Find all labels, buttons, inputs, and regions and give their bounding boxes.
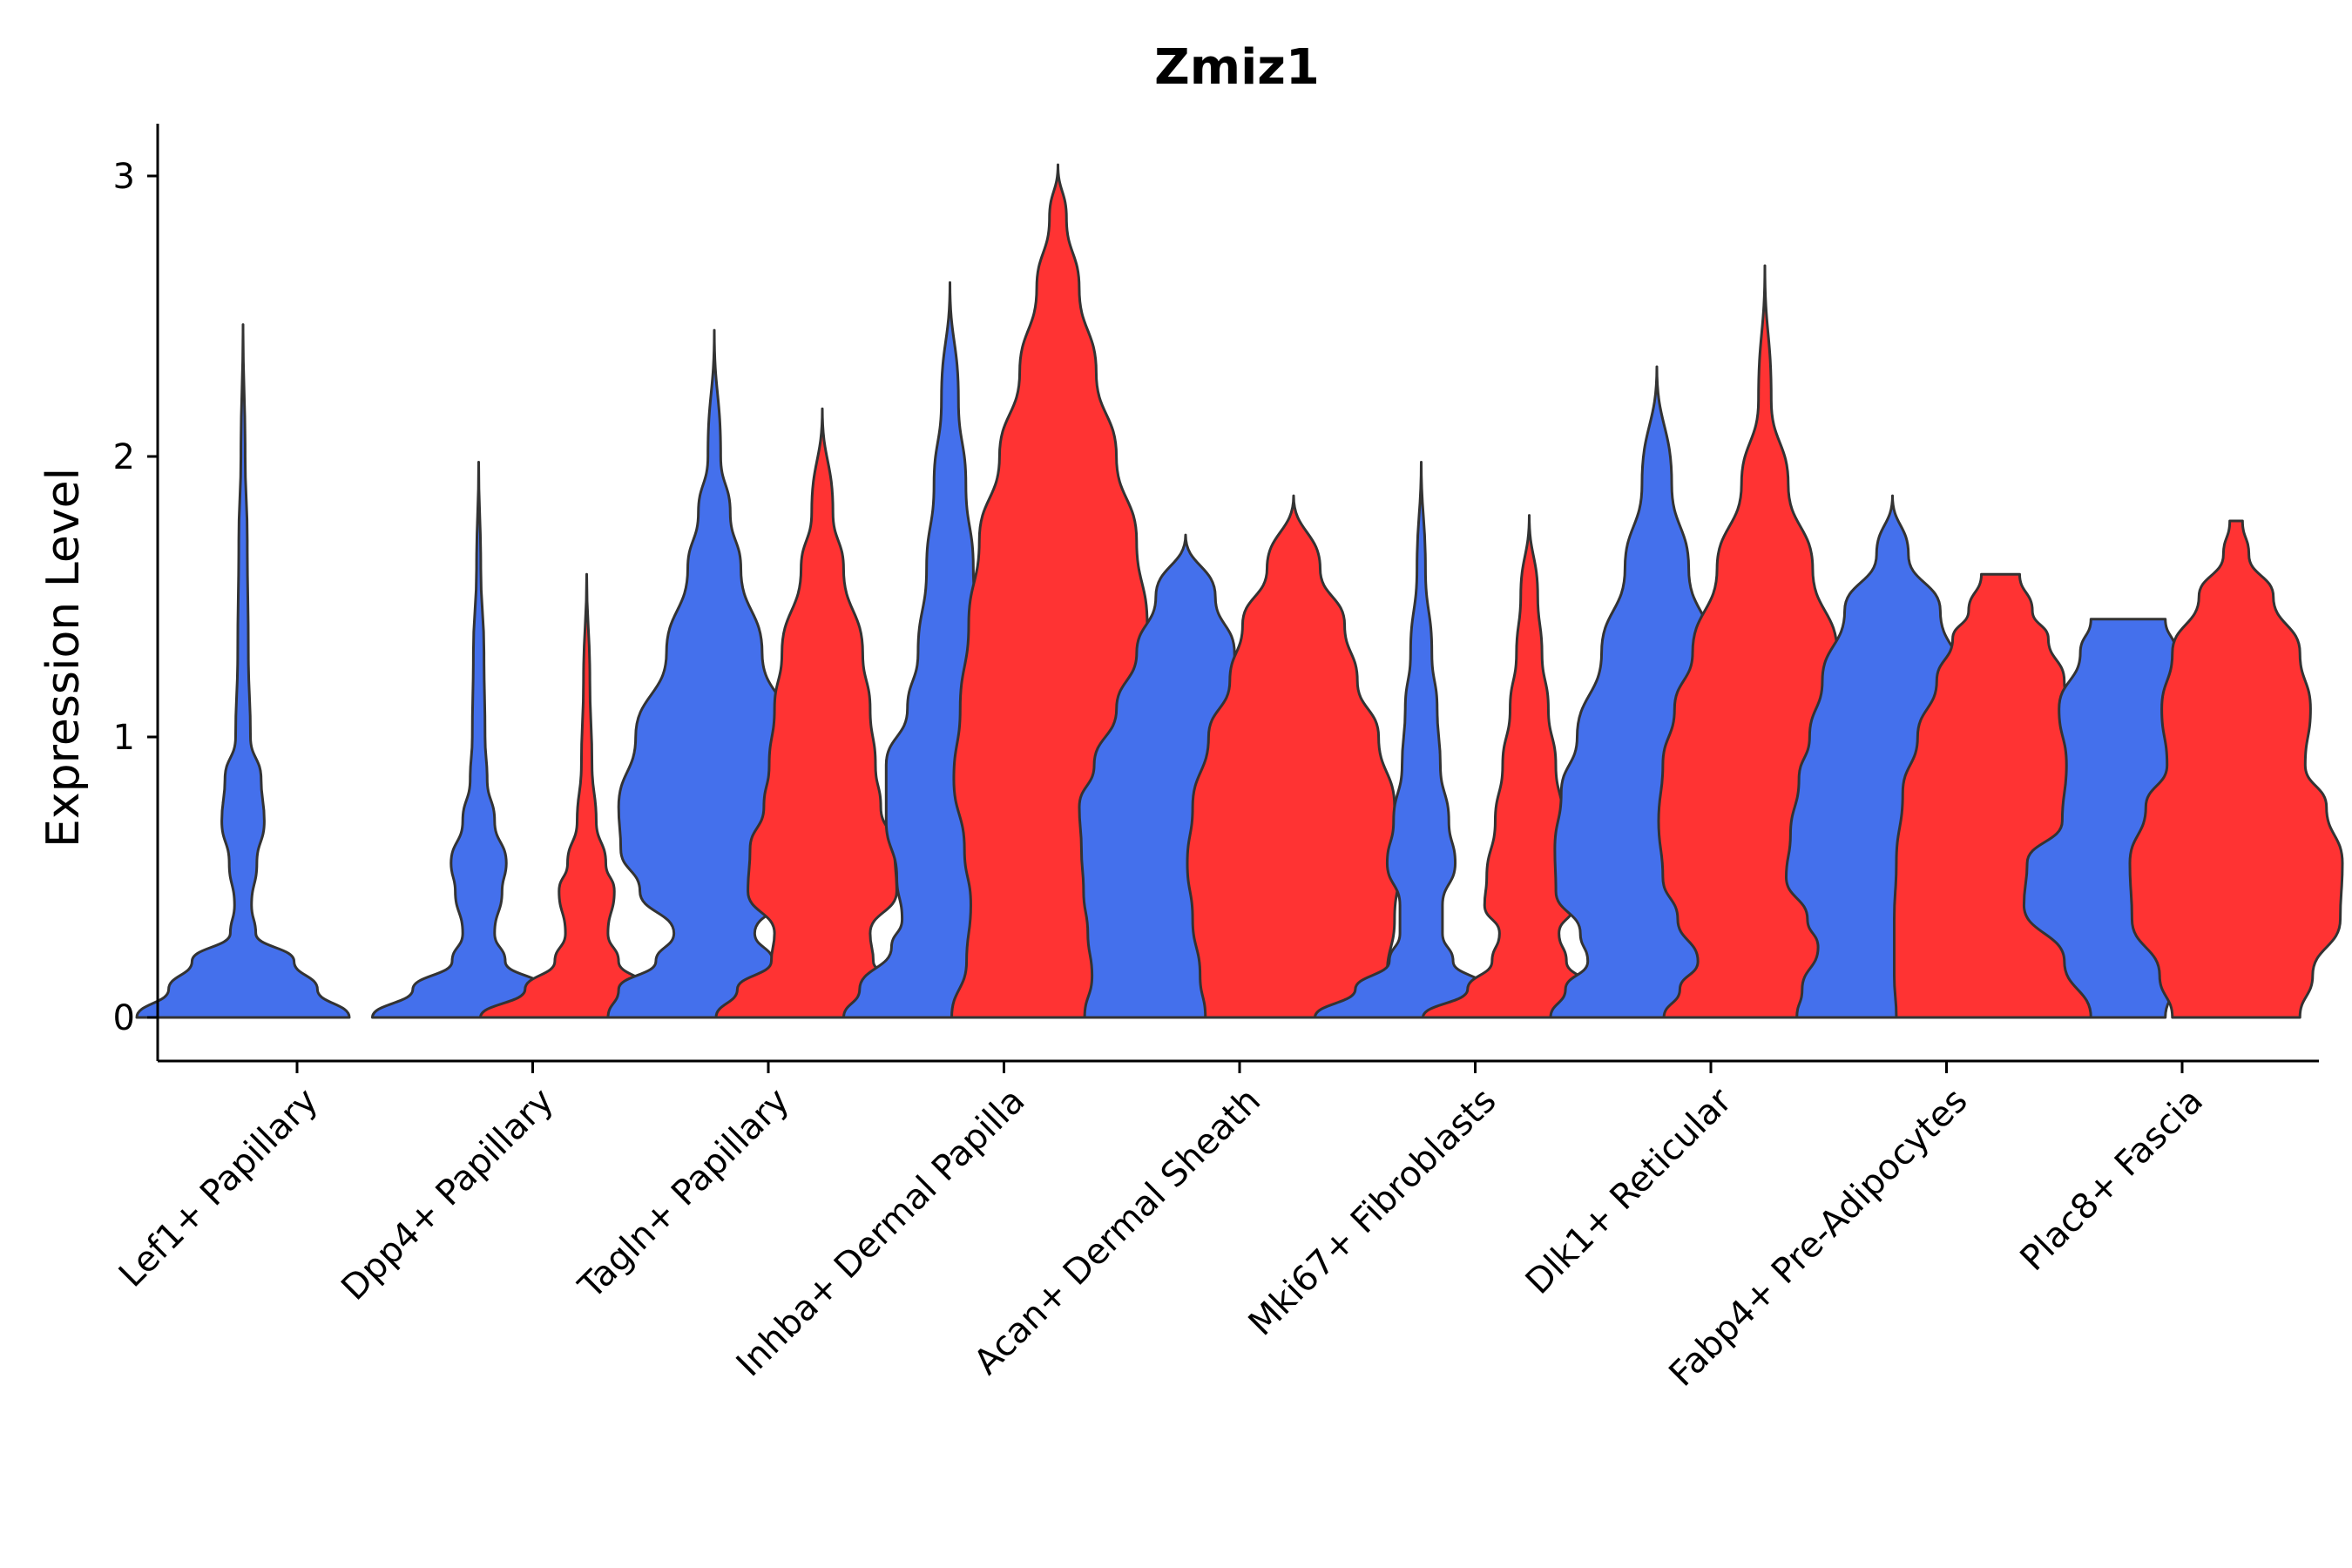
x-axis-ticks: Lef1+ Papillary Dpp4+ Papillary Tagln+ Pap… — [112, 1061, 2211, 1395]
x-tick-label: Mki67+ Fibroblasts — [1241, 1081, 1504, 1344]
y-tick-label: 1 — [113, 718, 135, 758]
x-tick-label: Plac8+ Fascia — [2013, 1081, 2212, 1280]
violin-mki67-fibroblasts-group1 — [1314, 460, 1529, 1019]
x-tick-label: Dpp4+ Papillary — [334, 1081, 561, 1308]
violin-dpp4-papillary-group1 — [371, 460, 586, 1019]
chart-title: Zmiz1 — [1154, 39, 1320, 96]
x-tick-label: Tagln+ Papillary — [571, 1081, 797, 1308]
x-tick-label: Dlk1+ Reticular — [1518, 1080, 1740, 1302]
violin-acan-dermal-sheath-group2 — [1186, 494, 1402, 1019]
violin-lef1-papillary-group1 — [135, 323, 351, 1019]
y-axis-ticks: 0 1 2 3 — [113, 157, 158, 1038]
x-tick-label: Lef1+ Papillary — [112, 1081, 326, 1295]
y-tick-label: 0 — [113, 998, 135, 1038]
violin-group — [135, 163, 2344, 1019]
violin-plac8-fascia-group2 — [2128, 519, 2344, 1019]
y-tick-label: 3 — [113, 157, 135, 197]
y-axis-label: Expression Level — [37, 468, 90, 848]
y-tick-label: 2 — [113, 437, 135, 477]
violin-dpp4-papillary-group2 — [479, 572, 694, 1019]
